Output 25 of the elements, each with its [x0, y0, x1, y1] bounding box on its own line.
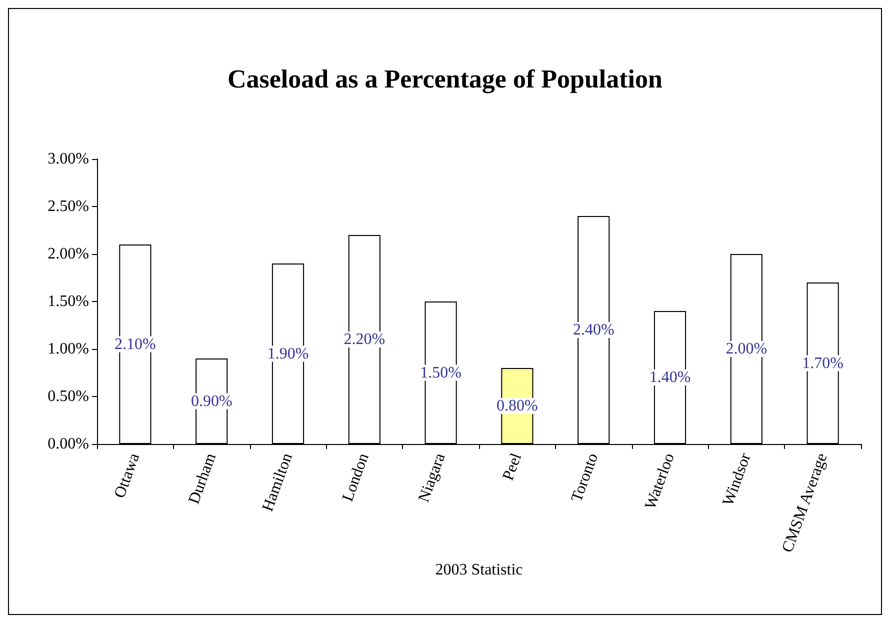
x-tick-label: London [339, 451, 372, 504]
x-tick-label: CMSM Average [779, 451, 831, 555]
data-label: 1.70% [802, 354, 844, 372]
data-label: 0.90% [190, 392, 232, 410]
data-label: 2.20% [344, 331, 386, 348]
data-label: 1.50% [420, 364, 462, 382]
data-label: 1.90% [267, 345, 309, 362]
y-tick-label: 0.50% [48, 388, 89, 405]
y-tick-label: 1.00% [48, 340, 89, 358]
y-tick-label: 2.00% [48, 246, 89, 262]
y-tick-label: 1.50% [48, 293, 89, 310]
x-tick-label: Ottawa [111, 451, 144, 500]
data-label: 1.40% [649, 369, 691, 386]
y-tick-label: 2.50% [48, 198, 89, 215]
x-tick-label: Niagara [416, 451, 449, 504]
y-tick-label: 3.00% [48, 150, 89, 168]
data-label: 2.10% [114, 336, 156, 353]
data-label: 2.00% [726, 340, 768, 358]
data-label: 0.80% [496, 398, 538, 414]
x-axis-title: 2003 Statistic [435, 562, 523, 578]
x-tick-label: Peel [500, 450, 526, 483]
data-label: 2.40% [572, 322, 614, 338]
y-tick-label: 0.00% [48, 436, 89, 452]
chart-title: Caseload as a Percentage of Population [228, 64, 664, 94]
x-tick-label: Toronto [568, 451, 602, 504]
